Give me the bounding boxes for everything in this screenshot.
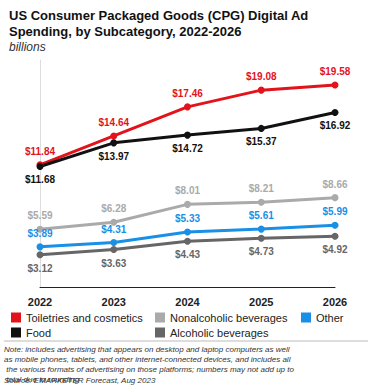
- svg-text:$3.89: $3.89: [27, 228, 52, 239]
- svg-text:2023: 2023: [102, 296, 126, 308]
- svg-text:Nonalcoholic beverages: Nonalcoholic beverages: [170, 312, 288, 324]
- svg-text:$8.66: $8.66: [322, 179, 347, 190]
- svg-text:$3.12: $3.12: [27, 263, 52, 274]
- svg-text:$14.64: $14.64: [98, 117, 129, 128]
- svg-text:$8.21: $8.21: [249, 183, 274, 194]
- svg-text:$15.37: $15.37: [246, 136, 277, 147]
- svg-text:$8.01: $8.01: [175, 185, 200, 196]
- svg-text:$4.73: $4.73: [249, 246, 274, 257]
- svg-text:2022: 2022: [28, 296, 52, 308]
- svg-text:$19.58: $19.58: [320, 66, 351, 77]
- svg-text:Toiletries and cosmetics: Toiletries and cosmetics: [26, 312, 143, 324]
- svg-text:billions: billions: [9, 40, 46, 54]
- svg-text:as mobile phones, tablets, and: as mobile phones, tablets, and other int…: [4, 355, 291, 364]
- svg-text:$4.43: $4.43: [175, 249, 200, 260]
- svg-text:$4.31: $4.31: [101, 224, 126, 235]
- svg-text:2024: 2024: [175, 296, 200, 308]
- svg-text:US Consumer Packaged Goods (CP: US Consumer Packaged Goods (CPG) Digital…: [9, 8, 312, 23]
- svg-text:Note: includes advertising tha: Note: includes advertising that appears …: [4, 345, 292, 354]
- svg-text:$5.33: $5.33: [175, 213, 200, 224]
- svg-text:$5.61: $5.61: [249, 210, 274, 221]
- svg-text:$19.08: $19.08: [246, 71, 277, 82]
- svg-text:$16.92: $16.92: [320, 120, 351, 131]
- svg-text:$11.68: $11.68: [25, 174, 55, 185]
- svg-text:the various formats of adverti: the various formats of advertising on th…: [4, 365, 294, 374]
- svg-text:$3.63: $3.63: [101, 258, 126, 269]
- svg-text:$5.99: $5.99: [322, 206, 347, 217]
- svg-text:2026: 2026: [323, 296, 347, 308]
- svg-text:Spending, by Subcategory, 2022: Spending, by Subcategory, 2022-2026: [9, 24, 241, 39]
- svg-text:$13.97: $13.97: [98, 151, 129, 162]
- svg-text:$17.46: $17.46: [172, 88, 203, 99]
- svg-text:Source: EMARKETER Forecast, Au: Source: EMARKETER Forecast, Aug 2023: [4, 376, 156, 385]
- svg-text:2025: 2025: [249, 296, 273, 308]
- svg-text:Food: Food: [26, 327, 51, 339]
- svg-text:Other: Other: [316, 312, 344, 324]
- svg-text:Alcoholic beverages: Alcoholic beverages: [170, 327, 269, 339]
- svg-text:$5.59: $5.59: [27, 210, 52, 221]
- svg-text:$11.84: $11.84: [25, 146, 55, 157]
- svg-text:$14.72: $14.72: [172, 143, 203, 154]
- svg-text:$4.92: $4.92: [322, 244, 347, 255]
- svg-text:$6.28: $6.28: [101, 203, 126, 214]
